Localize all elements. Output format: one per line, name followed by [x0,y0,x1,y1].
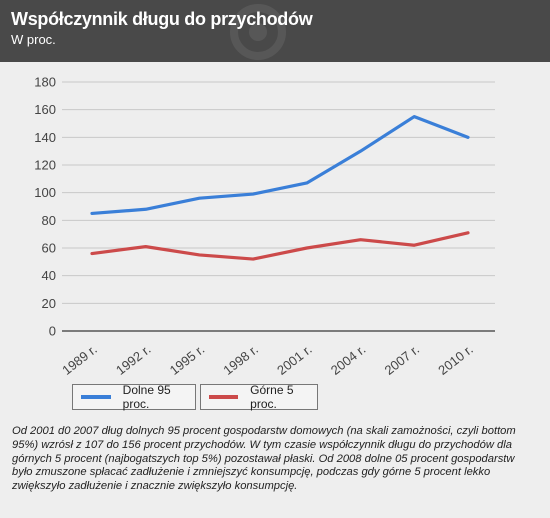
y-axis-tick-labels: 0 20 40 60 80 100 120 140 160 180 [34,75,56,339]
x-tick-label: 1998 r. [220,342,261,378]
chart-legend: Dolne 95 proc. Górne 5 proc. [0,383,550,412]
y-tick-label: 180 [34,75,56,90]
y-tick-label: 140 [34,130,56,145]
grid-lines [62,81,495,332]
chart-subtitle: W proc. [11,32,56,47]
legend-swatch-gorne [209,395,239,399]
chart-title: Współczynnik długu do przychodów [11,9,313,29]
x-tick-label: 2007 r. [382,342,423,378]
x-tick-label: 2010 r. [435,342,476,378]
legend-label-gorne: Górne 5 proc. [250,383,294,411]
brand-logo-watermark [230,4,286,60]
y-tick-label: 100 [34,185,56,200]
series-lines [90,114,470,261]
legend-swatch-dolne [81,395,111,399]
legend-item-gorne[interactable]: Górne 5 proc. [200,383,318,411]
y-tick-label: 160 [34,102,56,117]
y-tick-label: 60 [42,241,56,256]
chart-caption: Od 2001 d0 2007 dług dolnych 95 procent … [12,425,516,493]
x-tick-label: 1995 r. [167,342,208,378]
y-tick-label: 40 [42,268,56,283]
y-tick-label: 20 [42,296,56,311]
x-tick-label: 2004 r. [328,342,369,378]
x-tick-label: 1989 r. [59,342,100,378]
legend-item-dolne[interactable]: Dolne 95 proc. [72,383,196,411]
series-line-gorne [90,231,470,261]
y-tick-label: 0 [49,324,56,339]
x-tick-label: 2001 r. [274,342,315,378]
x-axis-tick-labels: 1989 r. 1992 r. 1995 r. 1998 r. 2001 r. 2004 … [59,342,476,378]
legend-label-dolne: Dolne 95 proc. [122,383,171,411]
chart-area: 0 20 40 60 80 100 120 140 160 180 1989 r. 1992 r. 1… [0,62,550,422]
chart-header: Współczynnik długu do przychodów W proc. [0,0,550,62]
y-tick-label: 120 [34,158,56,173]
x-tick-label: 1992 r. [113,342,154,378]
series-line-dolne [90,114,470,216]
y-tick-label: 80 [42,213,56,228]
